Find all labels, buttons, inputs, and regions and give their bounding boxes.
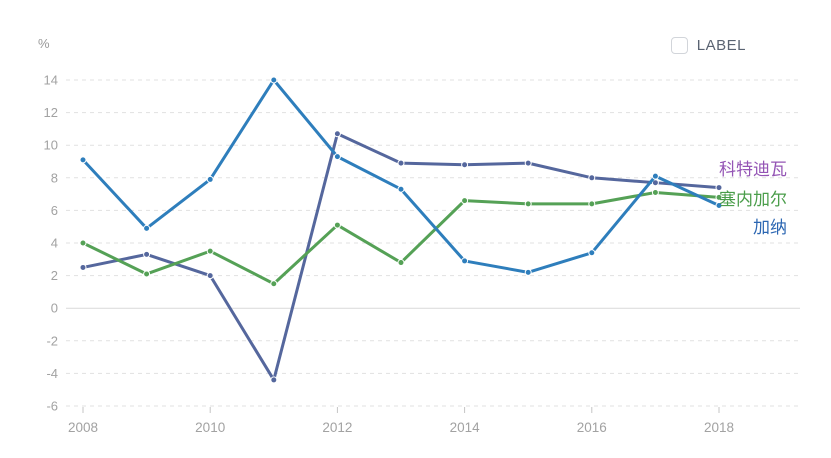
series-label-ghana: 加纳 — [753, 218, 787, 238]
data-point-senegal-2013 — [397, 259, 405, 267]
y-tick-label: 12 — [44, 105, 58, 120]
data-point-cote-divoire-2018 — [715, 184, 723, 192]
data-point-senegal-2018 — [715, 193, 723, 201]
x-tick-label: 2016 — [577, 420, 607, 435]
y-tick-label: 6 — [51, 203, 58, 218]
data-point-ghana-2010 — [206, 175, 214, 183]
data-point-ghana-2018 — [715, 202, 723, 210]
y-tick-label: 10 — [44, 138, 58, 153]
data-point-senegal-2010 — [206, 247, 214, 255]
series-label-cote-divoire: 科特迪瓦 — [719, 160, 787, 180]
data-point-ghana-2013 — [397, 185, 405, 193]
y-axis-unit-label: % — [38, 36, 50, 51]
x-tick-label: 2008 — [68, 420, 98, 435]
data-point-cote-divoire-2017 — [651, 179, 659, 187]
x-tick-label: 2014 — [450, 420, 481, 435]
data-point-ghana-2016 — [588, 249, 596, 257]
data-point-cote-divoire-2010 — [206, 272, 214, 280]
data-point-senegal-2009 — [143, 270, 151, 278]
y-tick-label: 8 — [51, 170, 58, 185]
y-tick-label: -2 — [46, 333, 58, 348]
data-point-cote-divoire-2009 — [143, 250, 151, 258]
y-tick-label: -4 — [46, 366, 58, 381]
x-tick-label: 2010 — [195, 420, 225, 435]
data-point-ghana-2017 — [651, 172, 659, 180]
data-point-cote-divoire-2012 — [333, 130, 341, 138]
data-point-cote-divoire-2013 — [397, 159, 405, 167]
x-tick-label: 2012 — [322, 420, 352, 435]
y-tick-label: 4 — [51, 236, 58, 251]
data-point-senegal-2015 — [524, 200, 532, 208]
data-point-ghana-2008 — [79, 156, 87, 164]
label-checkbox[interactable] — [670, 37, 688, 54]
x-tick-label: 2018 — [704, 420, 734, 435]
series-label-senegal: 塞内加尔 — [719, 190, 787, 210]
data-point-senegal-2012 — [333, 221, 341, 229]
data-point-ghana-2012 — [333, 153, 341, 161]
data-point-senegal-2011 — [270, 280, 278, 288]
y-tick-label: -6 — [46, 399, 58, 414]
data-point-cote-divoire-2015 — [524, 159, 532, 167]
y-tick-label: 14 — [44, 73, 58, 88]
data-point-senegal-2017 — [651, 188, 659, 196]
y-tick-label: 2 — [51, 268, 58, 283]
data-point-senegal-2016 — [588, 200, 596, 208]
data-point-senegal-2014 — [461, 197, 469, 205]
label-toggle[interactable]: LABEL — [670, 37, 746, 54]
label-checkbox-text: LABEL — [696, 37, 746, 54]
data-point-cote-divoire-2011 — [270, 376, 278, 384]
data-point-cote-divoire-2016 — [588, 174, 596, 182]
data-point-senegal-2008 — [79, 239, 87, 247]
data-point-ghana-2015 — [524, 268, 532, 276]
data-point-ghana-2011 — [270, 76, 278, 84]
y-tick-label: 0 — [51, 301, 58, 316]
data-point-cote-divoire-2008 — [79, 263, 87, 271]
data-point-cote-divoire-2014 — [461, 161, 469, 169]
data-point-ghana-2009 — [143, 224, 151, 232]
data-point-ghana-2014 — [461, 257, 469, 265]
